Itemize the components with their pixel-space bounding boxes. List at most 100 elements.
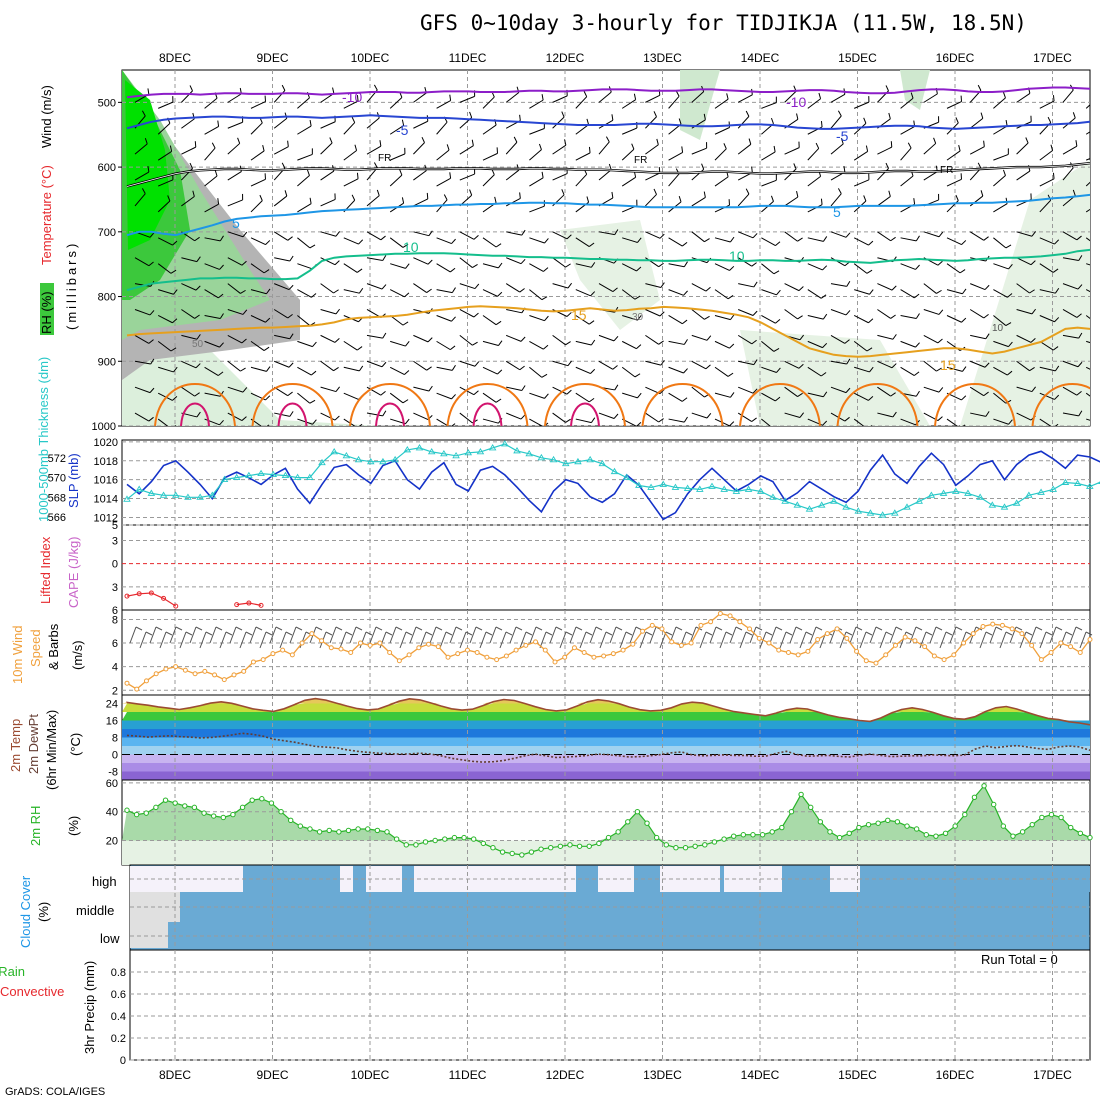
rh2m-point xyxy=(721,836,727,842)
upper-wind-barb xyxy=(273,231,289,241)
upper-wind-barb xyxy=(1016,283,1030,294)
upper-wind-barb-flag xyxy=(868,318,874,324)
upper-wind-barb xyxy=(273,195,288,207)
upper-wind-barb xyxy=(1039,315,1055,323)
upper-wind-barb xyxy=(1016,412,1032,421)
upper-wind-barb-flag xyxy=(333,289,339,294)
rh2m-point xyxy=(336,829,342,835)
thickness-point xyxy=(891,509,899,516)
wind10-speed-point xyxy=(212,672,218,678)
thickness-point xyxy=(1037,488,1045,495)
upper-wind-barb-flag xyxy=(614,229,619,235)
upper-wind-barb-flag xyxy=(334,415,340,421)
upper-wind-barb xyxy=(993,366,1008,376)
upper-wind-barb xyxy=(459,360,476,367)
upper-wind-barb-flag xyxy=(705,364,711,370)
upper-wind-barb xyxy=(459,173,475,181)
temp-25-contour xyxy=(472,402,503,426)
upper-wind-barb-flag xyxy=(890,236,896,242)
rh2m-point xyxy=(596,840,602,847)
rh2m-point xyxy=(307,826,313,832)
wind10-speed-point xyxy=(776,647,782,653)
wind10-barb xyxy=(209,626,217,644)
upper-wind-barb xyxy=(854,366,870,373)
wind10-barb-flag xyxy=(1005,631,1013,636)
upper-wind-barb xyxy=(807,315,824,320)
upper-wind-barb-flag xyxy=(910,92,914,99)
wind10-barb-flag xyxy=(445,631,453,636)
upper-wind-barb xyxy=(1062,334,1079,339)
upper-wind-barb-flag xyxy=(636,266,642,272)
upper-wind-barb-flag xyxy=(752,233,758,239)
lifted-tick-label: 3 xyxy=(112,582,118,594)
upper-wind-barb-flag xyxy=(837,110,842,117)
upper-wind-barb xyxy=(784,309,798,320)
thickness-point xyxy=(537,453,546,461)
temp-band-fill xyxy=(122,729,1090,738)
upper-wind-barb xyxy=(575,124,589,135)
wind10-barb-flag xyxy=(535,626,543,631)
upper-wind-barb xyxy=(993,175,1006,187)
wind10-speed-point xyxy=(387,650,393,655)
upper-wind-barb-flag xyxy=(173,366,178,373)
lifted-tick-label: 5 xyxy=(112,520,118,532)
wind10-speed-point xyxy=(883,652,889,658)
upper-wind-barb-flag xyxy=(1005,322,1012,326)
wind10-barb xyxy=(879,631,887,649)
rh2m-point xyxy=(374,827,381,834)
upper-wind-barb-flag xyxy=(730,314,735,320)
rh2m-point xyxy=(692,843,698,849)
upper-wind-barb-flag xyxy=(892,334,897,340)
upper-wind-barb-flag xyxy=(541,296,548,301)
upper-wind-barb xyxy=(413,231,430,237)
upper-wind-barb xyxy=(1085,181,1090,187)
upper-wind-barb xyxy=(853,418,865,426)
upper-wind-barb xyxy=(1016,334,1032,343)
upper-wind-barb-flag xyxy=(472,341,478,346)
upper-wind-barb xyxy=(784,90,797,103)
upper-wind-barb xyxy=(853,263,868,274)
wind10-barb xyxy=(559,631,567,649)
upper-wind-barb xyxy=(668,151,683,161)
upper-wind-barb-flag xyxy=(521,385,526,391)
upper-wind-barb-flag xyxy=(1031,231,1037,237)
upper-wind-barb xyxy=(274,360,290,368)
upper-wind-barb xyxy=(436,392,452,400)
upper-wind-barb xyxy=(297,237,311,249)
upper-wind-barb xyxy=(598,231,615,236)
upper-wind-barb xyxy=(459,145,474,155)
date-label-top: 12DEC xyxy=(546,51,585,65)
upper-wind-barb xyxy=(274,283,290,291)
upper-wind-barb-flag xyxy=(605,136,610,143)
upper-wind-barb xyxy=(993,315,1007,326)
upper-wind-barb-flag xyxy=(311,293,317,298)
upper-wind-barb-flag xyxy=(141,188,146,194)
upper-wind-barb-flag xyxy=(820,294,827,299)
upper-wind-barb xyxy=(621,289,636,300)
upper-wind-barb xyxy=(506,309,522,314)
upper-wind-barb xyxy=(969,231,985,241)
upper-wind-barb xyxy=(668,366,684,374)
lifted-index-line xyxy=(236,602,262,606)
thickness-point xyxy=(476,447,485,455)
upper-wind-barb xyxy=(250,200,263,213)
upper-wind-barb xyxy=(181,334,198,340)
upper-wind-barb xyxy=(645,334,659,345)
rh2m-point xyxy=(673,845,679,851)
wind10-barb-flag xyxy=(425,631,433,636)
upper-wind-barb-flag xyxy=(195,285,201,291)
upper-wind-barb xyxy=(529,149,542,161)
upper-wind-barb xyxy=(250,263,265,274)
rh2m-label-2: (%) xyxy=(66,816,81,836)
upper-wind-barb xyxy=(598,334,615,342)
wind10-barb-flag xyxy=(375,626,383,631)
upper-wind-barb-flag xyxy=(1076,235,1082,241)
upper-wind-barb xyxy=(1039,392,1055,400)
upper-wind-barb-flag xyxy=(172,318,178,324)
upper-wind-barb xyxy=(413,257,429,265)
lifted-index-line xyxy=(126,592,177,607)
upper-wind-barb xyxy=(622,315,638,321)
upper-wind-barb xyxy=(343,392,359,400)
upper-wind-barb-flag xyxy=(288,284,294,290)
upper-wind-barb-flag xyxy=(427,259,433,265)
